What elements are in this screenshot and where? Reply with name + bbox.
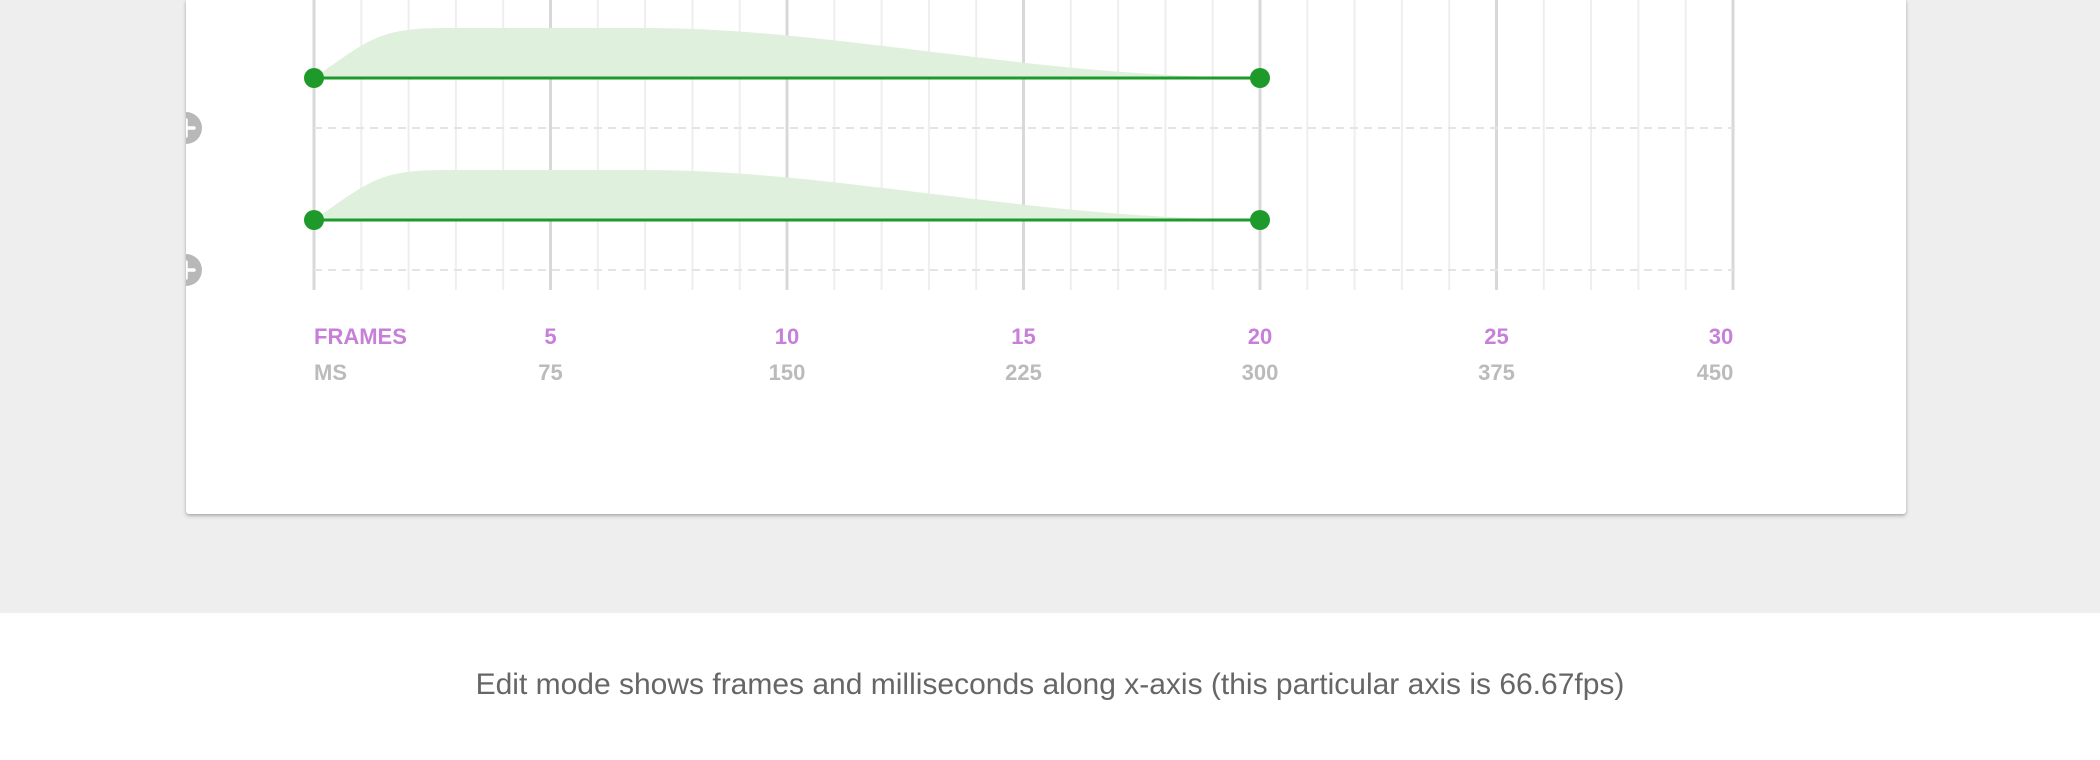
ms-tick-label: 75: [538, 360, 562, 385]
ms-tick-label: 300: [1242, 360, 1279, 385]
plus-icon: [186, 260, 196, 280]
frame-tick-label: 25: [1484, 324, 1508, 349]
add-keyframe-button[interactable]: [186, 254, 202, 286]
timeline-card: FRAMES MS 5 10 15 20 25 30 75 150 225 300 375 450: [186, 0, 1906, 514]
keyframe-start-handle[interactable]: [304, 68, 324, 88]
frames-axis-label: FRAMES: [314, 324, 407, 349]
ms-axis-label: MS: [314, 360, 347, 385]
editor-background: FRAMES MS 5 10 15 20 25 30 75 150 225 300 375 450: [0, 0, 2100, 613]
ms-tick-label: 375: [1478, 360, 1515, 385]
caption-text: Edit mode shows frames and milliseconds …: [475, 668, 1625, 701]
caption-area: [0, 613, 2100, 760]
keyframe-end-handle[interactable]: [1250, 210, 1270, 230]
ms-tick-label: 450: [1697, 360, 1734, 385]
ms-tick-label: 150: [769, 360, 806, 385]
frame-tick-label: 5: [544, 324, 556, 349]
frame-tick-label: 15: [1011, 324, 1035, 349]
keyframe-end-handle[interactable]: [1250, 68, 1270, 88]
easing-curve-area: [314, 28, 1260, 78]
keyframe-start-handle[interactable]: [304, 210, 324, 230]
timeline-chart: FRAMES MS 5 10 15 20 25 30 75 150 225 300 375 450: [186, 0, 1735, 385]
frame-tick-label: 20: [1248, 324, 1272, 349]
plus-icon: [186, 118, 196, 138]
add-keyframe-button[interactable]: [186, 112, 202, 144]
frame-tick-label: 10: [775, 324, 799, 349]
easing-curve-area: [314, 170, 1260, 220]
ms-tick-label: 225: [1005, 360, 1042, 385]
frame-tick-label: 30: [1709, 324, 1733, 349]
